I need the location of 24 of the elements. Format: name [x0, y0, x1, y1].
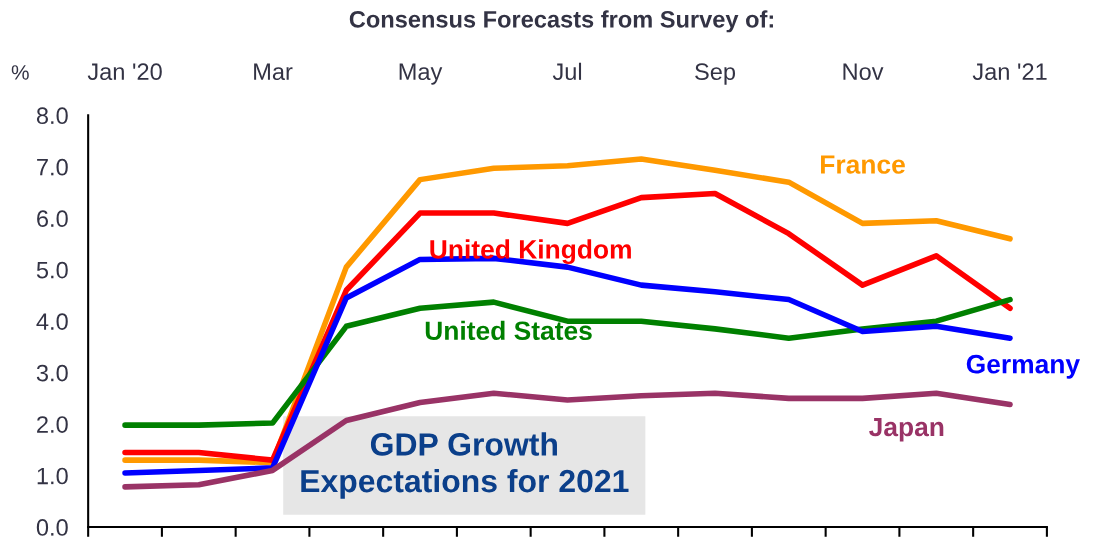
y-tick-label: 5.0 [36, 261, 68, 279]
series-label: France [821, 155, 905, 174]
annotation: GDP Growth Expectations for 2021 [301, 432, 629, 499]
series-label: Japan [869, 417, 944, 442]
x-tick-label: Jan '21 [972, 63, 1047, 81]
y-tick-label: 7.0 [37, 158, 68, 176]
x-tick-label: May [399, 63, 443, 85]
y-tick-label: 4.0 [36, 313, 68, 330]
y-axis-title: % [11, 65, 29, 80]
y-tick-label: 0.0 [36, 519, 68, 536]
y-tick-label: 1.0 [37, 467, 68, 485]
series-label: United Kingdom [430, 239, 631, 265]
series-label: Germany [966, 354, 1080, 379]
y-tick-label: 2.0 [37, 416, 68, 433]
series-label: United States [425, 320, 592, 341]
x-tick-label: Jan '20 [87, 63, 162, 81]
x-tick-label: Sep [695, 63, 736, 85]
y-tick-label: 6.0 [37, 210, 68, 228]
x-tick-label: Jul [552, 62, 582, 81]
x-tick-label: Mar [254, 63, 293, 81]
chart-title: Consensus Forecasts from Survey of: [349, 10, 773, 33]
y-tick-label: 3.0 [36, 364, 68, 382]
x-tick-label: Nov [843, 63, 884, 81]
y-tick-label: 8.0 [36, 107, 68, 125]
